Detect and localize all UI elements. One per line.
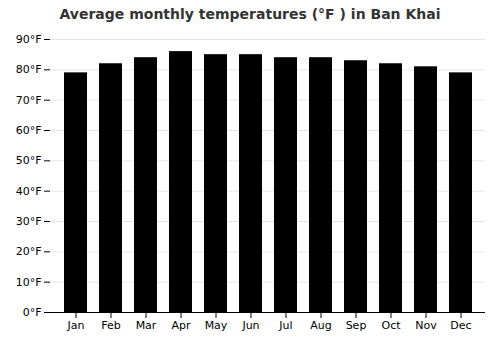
svg-text:Nov: Nov — [415, 319, 437, 332]
svg-text:60°F: 60°F — [16, 124, 42, 137]
svg-text:May: May — [205, 319, 228, 332]
svg-text:Sep: Sep — [346, 319, 367, 332]
svg-text:50°F: 50°F — [16, 154, 42, 167]
svg-text:40°F: 40°F — [16, 185, 42, 198]
svg-text:30°F: 30°F — [16, 215, 42, 228]
svg-text:20°F: 20°F — [16, 245, 42, 258]
svg-text:Apr: Apr — [171, 319, 191, 332]
svg-text:70°F: 70°F — [16, 94, 42, 107]
svg-text:Feb: Feb — [101, 319, 120, 332]
svg-text:Jul: Jul — [278, 319, 292, 332]
svg-text:10°F: 10°F — [16, 276, 42, 289]
html-text:Average monthly temperatures (: Average monthly temperatures (°F ) in Ba… — [59, 6, 441, 22]
svg-text:Aug: Aug — [310, 319, 331, 332]
svg-text:Jan: Jan — [67, 319, 85, 332]
svg-text:Mar: Mar — [136, 319, 157, 332]
svg-text:90°F: 90°F — [16, 33, 42, 46]
svg-text:0°F: 0°F — [23, 306, 42, 319]
svg-text:Jun: Jun — [241, 319, 259, 332]
svg-text:Dec: Dec — [450, 319, 471, 332]
svg-text:Oct: Oct — [381, 319, 401, 332]
svg-text:80°F: 80°F — [16, 63, 42, 76]
